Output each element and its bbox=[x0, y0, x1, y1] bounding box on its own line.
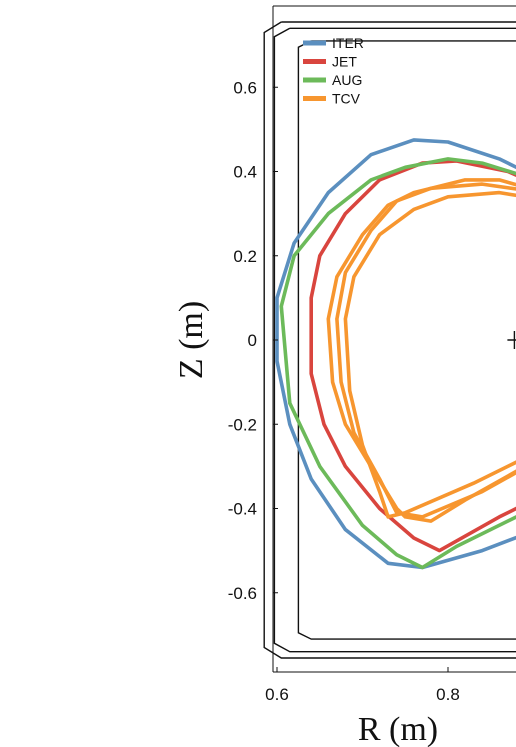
legend-label-jet: JET bbox=[332, 54, 357, 70]
y-tick-label: -0.4 bbox=[228, 500, 257, 519]
vessel-wall-outer bbox=[263, 21, 516, 659]
series-tcv-line-2 bbox=[335, 182, 516, 519]
x-tick-label: 0.8 bbox=[436, 685, 460, 704]
series-tcv bbox=[326, 178, 516, 523]
series-jet bbox=[309, 159, 516, 553]
legend-label-tcv: TCV bbox=[332, 91, 361, 107]
series-tcv-line-3 bbox=[343, 190, 516, 519]
series-aug bbox=[279, 157, 516, 570]
series-jet-line bbox=[309, 159, 516, 553]
vessel-wall bbox=[263, 21, 516, 659]
vessel-wall-middle bbox=[273, 27, 516, 653]
series-tcv-line bbox=[326, 178, 516, 523]
y-tick-label: 0.6 bbox=[233, 78, 257, 97]
legend-label-aug: AUG bbox=[332, 72, 362, 88]
y-tick-label: -0.2 bbox=[228, 415, 257, 434]
x-tick-label: 0.6 bbox=[265, 685, 289, 704]
x-axis-title: R (m) bbox=[358, 711, 438, 747]
series-aug-line bbox=[279, 157, 516, 570]
legend-label-iter: ITER bbox=[332, 35, 364, 51]
series-iter bbox=[275, 138, 516, 570]
series-iter-line bbox=[275, 138, 516, 570]
axes-frame bbox=[272, 5, 516, 673]
vessel-wall-inner bbox=[297, 40, 516, 640]
y-tick-label: 0.2 bbox=[233, 247, 257, 266]
y-tick-label: 0.4 bbox=[233, 163, 257, 182]
plasma-shapes bbox=[275, 138, 516, 570]
x-axis-ticks: 0.60.81 bbox=[265, 667, 460, 704]
y-tick-label: -0.6 bbox=[228, 584, 257, 603]
y-axis-ticks: 0.6 0.4 0.2 0 -0.2 -0.4 -0.6 bbox=[228, 78, 278, 603]
legend: ITER JET AUG TCV bbox=[303, 35, 364, 107]
y-tick-label: 0 bbox=[248, 331, 257, 350]
y-axis-title: Z (m) bbox=[173, 301, 210, 379]
magnetic-axis-marker bbox=[507, 331, 516, 349]
